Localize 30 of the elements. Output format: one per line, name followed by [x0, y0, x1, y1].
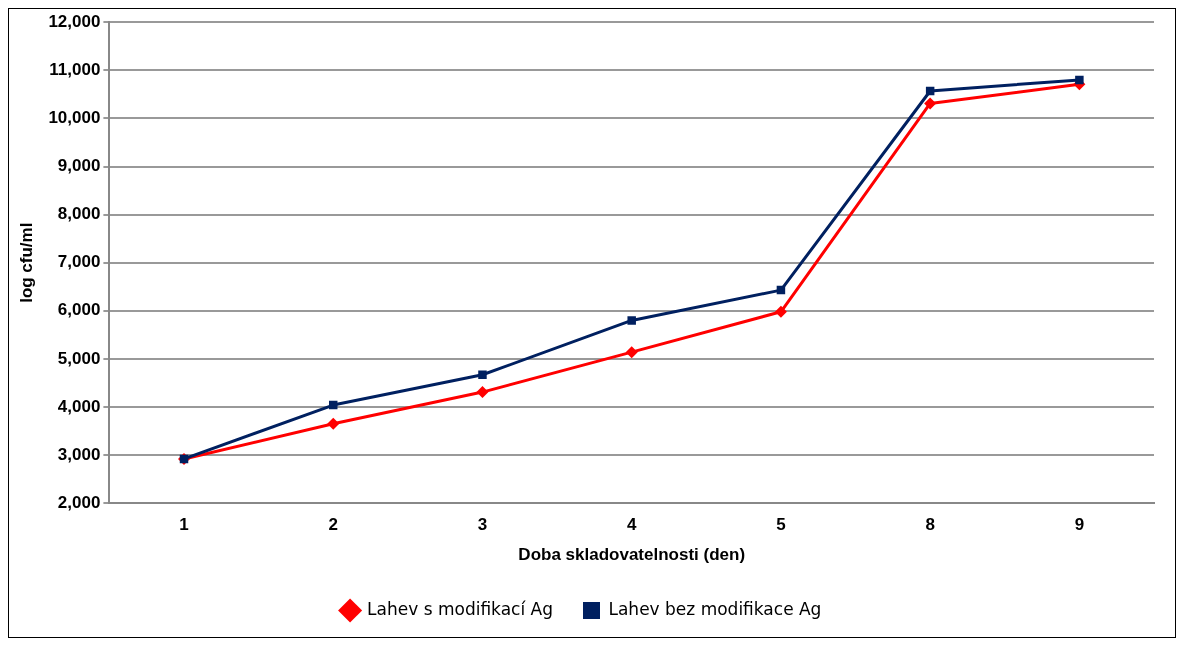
legend-label: Lahev s modifikací Ag: [367, 598, 553, 619]
x-tick-label: 5: [776, 515, 786, 535]
point: [478, 370, 487, 380]
x-tick-label: 1: [179, 515, 189, 535]
y-tick-label: 8,000: [57, 204, 101, 224]
y-tick-label: 6,000: [57, 300, 101, 320]
legend-label: Lahev bez modifikace Ag: [608, 598, 822, 619]
y-tick-label: 11,000: [49, 59, 101, 79]
x-tick-label: 2: [328, 515, 338, 535]
x-tick-label: 4: [626, 515, 637, 535]
y-tick-label: 7,000: [57, 252, 101, 272]
y-tick-label: 12,000: [48, 11, 101, 31]
y-axis-title: log cfu/ml: [16, 222, 36, 303]
y-tick-label: 4,000: [57, 396, 101, 416]
x-tick-label: 8: [925, 515, 935, 535]
x-tick-label: 3: [477, 515, 488, 535]
point: [774, 305, 787, 318]
point: [327, 417, 340, 430]
point: [476, 386, 489, 399]
y-tick-label: 5,000: [57, 348, 101, 368]
point: [627, 316, 636, 325]
y-tick-label: 9,000: [57, 156, 101, 176]
point: [924, 97, 937, 110]
x-axis-title: Doba skladovatelnosti (den): [518, 545, 746, 565]
x-tick-label: 9: [1074, 515, 1085, 535]
y-tick-label: 10,000: [48, 108, 101, 128]
y-tick-label: 2,000: [57, 492, 101, 512]
point: [625, 346, 638, 359]
y-tick-label: 3,000: [57, 444, 101, 464]
point: [1075, 75, 1084, 85]
